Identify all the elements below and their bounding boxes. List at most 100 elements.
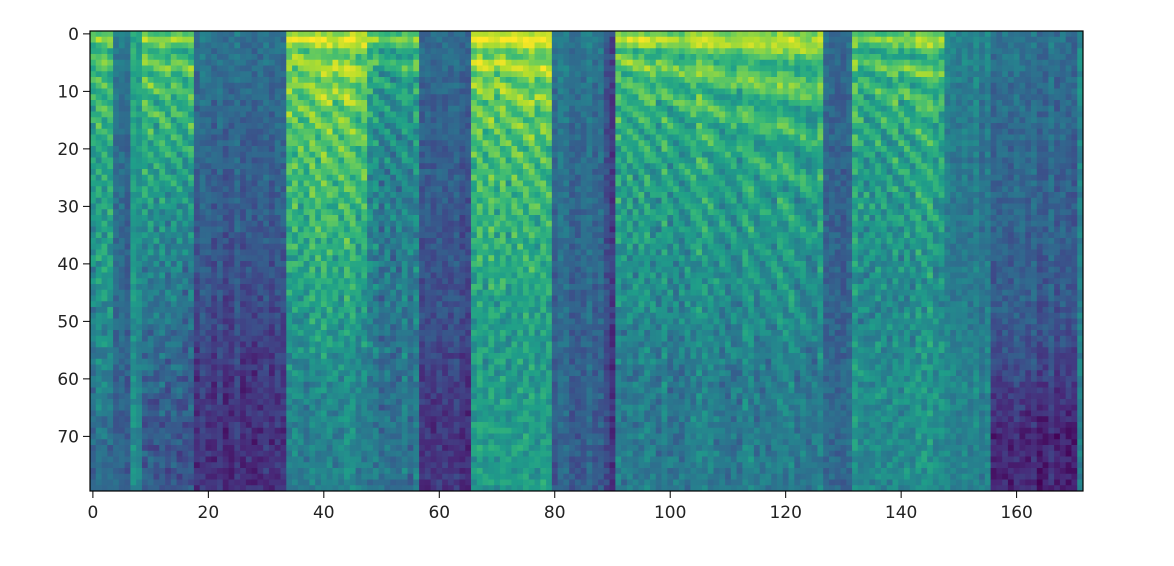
heatmap-cell — [141, 186, 149, 193]
heatmap-cell — [217, 59, 224, 66]
heatmap-cell — [263, 105, 270, 112]
heatmap-cell — [228, 209, 235, 216]
heatmap-cell — [263, 157, 270, 164]
heatmap-cell — [222, 59, 229, 66]
heatmap-cell — [395, 100, 403, 107]
heatmap-cell — [136, 335, 143, 342]
heatmap-cell — [251, 197, 258, 204]
heatmap-cell — [384, 473, 391, 480]
heatmap-cell — [240, 238, 247, 245]
heatmap-cell — [263, 272, 270, 279]
heatmap-cell — [234, 410, 241, 417]
heatmap-cell — [395, 473, 403, 480]
heatmap-cell — [188, 128, 195, 135]
heatmap-cell — [182, 324, 189, 331]
heatmap-cell — [153, 376, 160, 383]
heatmap-cell — [182, 163, 189, 170]
heatmap-cell — [217, 117, 224, 124]
heatmap-cell — [176, 399, 183, 406]
heatmap-cell — [372, 376, 380, 383]
heatmap-cell — [165, 192, 172, 199]
heatmap-cell — [355, 335, 362, 342]
heatmap-cell — [355, 422, 362, 429]
heatmap-cell — [234, 272, 241, 279]
heatmap-cell — [199, 318, 206, 325]
heatmap-cell — [182, 445, 189, 452]
heatmap-cell — [274, 456, 281, 463]
heatmap-cell — [251, 427, 258, 434]
heatmap-cell — [170, 381, 177, 388]
heatmap-cell — [407, 416, 414, 423]
heatmap-cell — [338, 59, 345, 66]
heatmap-cell — [176, 255, 183, 262]
heatmap-cell — [407, 42, 414, 49]
heatmap-cell — [188, 226, 195, 233]
heatmap-cell — [234, 77, 241, 84]
heatmap-cell — [338, 301, 345, 308]
heatmap-cell — [141, 439, 149, 446]
heatmap-cell — [297, 128, 305, 135]
heatmap-cell — [401, 128, 408, 135]
heatmap-cell — [378, 370, 385, 377]
heatmap-cell — [268, 238, 276, 245]
heatmap-cell — [176, 410, 183, 417]
heatmap-cell — [193, 370, 201, 377]
heatmap-cell — [182, 180, 189, 187]
heatmap-cell — [344, 203, 351, 210]
heatmap-cell — [292, 410, 299, 417]
heatmap-cell — [141, 134, 149, 141]
heatmap-cell — [280, 238, 287, 245]
heatmap-cell — [153, 203, 160, 210]
heatmap-cell — [211, 261, 218, 268]
heatmap-cell — [165, 174, 172, 181]
heatmap-cell — [344, 209, 351, 216]
heatmap-cell — [240, 261, 247, 268]
heatmap-cell — [182, 473, 189, 480]
heatmap-cell — [338, 439, 345, 446]
heatmap-cell — [136, 485, 143, 492]
heatmap-cell — [286, 140, 293, 147]
heatmap-cell — [136, 226, 143, 233]
heatmap-cell — [176, 376, 183, 383]
heatmap-cell — [268, 31, 276, 38]
heatmap-cell — [424, 31, 432, 38]
heatmap-cell — [193, 220, 201, 227]
heatmap-cell — [390, 479, 397, 486]
heatmap-cell — [193, 364, 201, 371]
heatmap-cell — [205, 180, 212, 187]
heatmap-cell — [141, 456, 149, 463]
heatmap-cell — [141, 197, 149, 204]
heatmap-cell — [413, 105, 420, 112]
heatmap-cell — [165, 163, 172, 170]
heatmap-cell — [372, 318, 380, 325]
heatmap-cell — [251, 117, 258, 124]
heatmap-cell — [182, 238, 189, 245]
heatmap-cell — [419, 59, 426, 66]
heatmap-cell — [424, 59, 432, 66]
heatmap-cell — [372, 169, 380, 176]
heatmap-cell — [222, 399, 229, 406]
heatmap-cell — [199, 192, 206, 199]
heatmap-cell — [355, 324, 362, 331]
heatmap-cell — [280, 307, 287, 314]
heatmap-cell — [424, 462, 432, 469]
heatmap-cell — [245, 238, 253, 245]
heatmap-cell — [234, 88, 241, 95]
heatmap-cell — [378, 381, 385, 388]
heatmap-cell — [251, 100, 258, 107]
heatmap-cell — [136, 399, 143, 406]
heatmap-cell — [344, 88, 351, 95]
heatmap-cell — [378, 134, 385, 141]
heatmap-cell — [274, 450, 281, 457]
heatmap-cell — [182, 140, 189, 147]
heatmap-cell — [240, 399, 247, 406]
heatmap-cell — [419, 54, 426, 61]
heatmap-cell — [90, 266, 97, 273]
heatmap-cell — [193, 238, 201, 245]
heatmap-cell — [124, 117, 131, 124]
heatmap-cell — [286, 393, 293, 400]
heatmap-cell — [367, 295, 374, 302]
heatmap-cell — [401, 220, 408, 227]
heatmap-cell — [292, 169, 299, 176]
heatmap-cell — [263, 330, 270, 337]
